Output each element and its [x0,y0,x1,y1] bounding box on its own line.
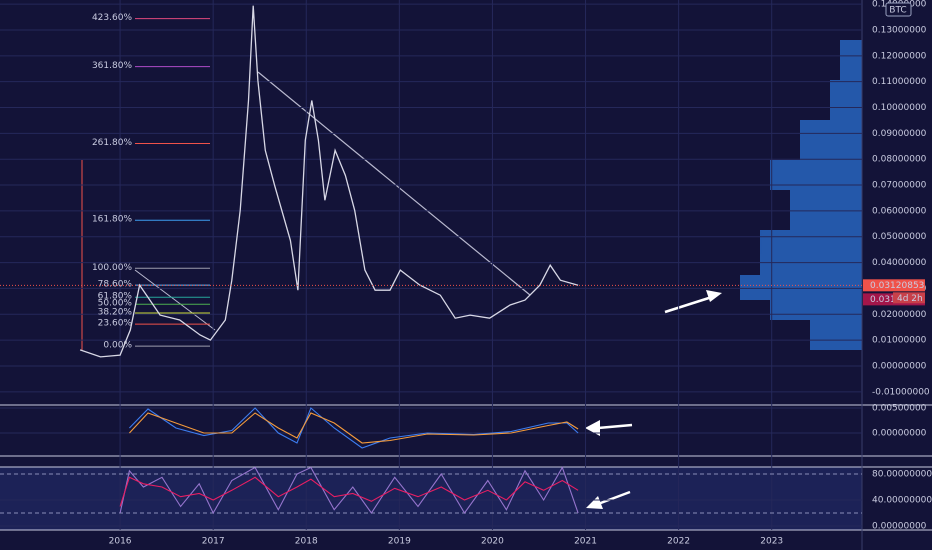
y-tick-label: 0.10000000 [872,103,927,113]
x-tick-label: 2020 [481,537,504,547]
fib-label: 50.00% [98,299,133,309]
fib-label: 161.80% [92,215,132,225]
symbol-box [885,2,912,17]
arrow [585,290,722,509]
fib-label: 23.60% [98,319,133,329]
y-tick-label: 0.00000000 [872,521,927,531]
fib-label: 261.80% [92,138,132,148]
y-tick-label: 0.11000000 [872,77,927,87]
price-tag [863,279,925,292]
series-line [119,476,579,507]
y-tick-label: -0.01000000 [872,387,930,397]
y-tick-label: 0.09000000 [872,129,927,139]
y-tick-label: 0.07000000 [872,181,927,191]
x-tick-label: 2018 [295,537,318,547]
trend-line [257,71,531,296]
fib-label: 423.60% [92,13,132,23]
series-line [128,412,579,444]
y-tick-label: 0.13000000 [872,25,927,35]
fib-label: 61.80% [98,292,133,302]
x-tick-label: 2017 [202,537,225,547]
y-tick-label: 0.00000000 [872,361,927,371]
series-line [119,466,579,515]
x-tick-label: 2022 [667,537,690,547]
price-tag-label: 0.03120853 [870,281,924,291]
fib-label: 361.80% [92,61,132,71]
y-tick-label: 0.04000000 [872,258,927,268]
x-tick-label: 2023 [760,537,783,547]
y-tick-label: 0.06000000 [872,206,927,216]
y-tick-label: 0.08000000 [872,155,927,165]
fib-label: 100.00% [92,263,132,273]
fib-label: 38.20% [98,307,133,317]
countdown-tag [893,292,925,304]
trend-line [134,269,216,331]
oscillator-band [0,467,862,530]
symbol: BTC [889,6,906,16]
x-tick-label: 2016 [109,537,132,547]
y-tick-label: 0.02000000 [872,310,927,320]
y-tick-label: 0.00000000 [872,429,927,439]
y-tick-label: 0.00500000 [872,404,927,414]
fib-label: 0.00% [103,341,132,351]
y-tick-label: 0.12000000 [872,51,927,61]
countdown: 4d 2h [897,294,923,304]
x-tick-label: 2021 [574,537,597,547]
y-tick-label: 0.01000000 [872,336,927,346]
x-tick-label: 2019 [388,537,411,547]
series-line [79,5,579,358]
y-tick-label: 80.00000000 [872,470,932,480]
y-tick-label: 40.00000000 [872,495,932,505]
y-tick-label: 0.05000000 [872,232,927,242]
fib-label: 78.60% [98,280,133,290]
